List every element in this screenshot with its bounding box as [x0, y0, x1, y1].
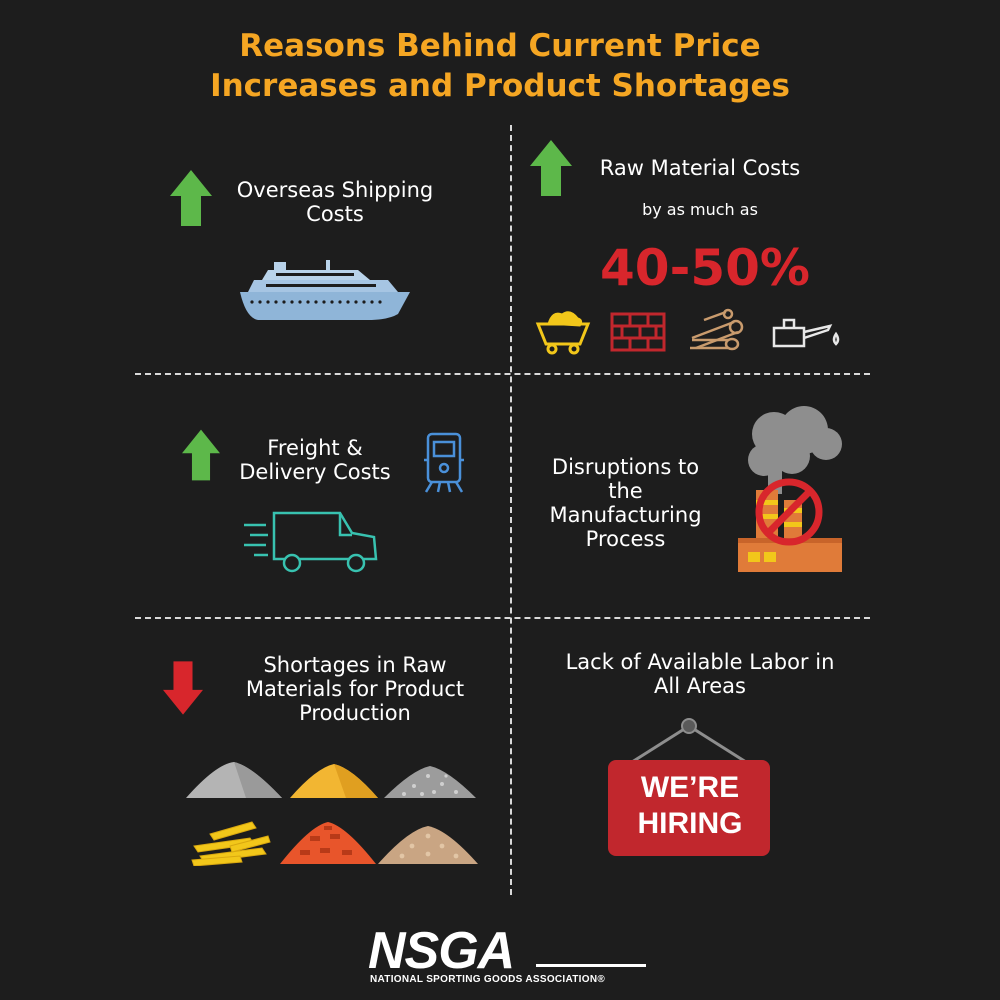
- factory-disrupted-icon: [738, 406, 842, 572]
- sand-pile-icon: [290, 764, 378, 798]
- arrow-up-icon: [170, 170, 212, 226]
- logs-icon: [690, 308, 744, 351]
- lumber-pile-icon: [191, 821, 271, 866]
- title-line-2: Increases and Product Shortages: [210, 68, 790, 104]
- shipping-label: Overseas Shipping Costs: [236, 178, 434, 226]
- nsga-logo: NSGA: [368, 922, 515, 980]
- labor-label: Lack of Available Labor in All Areas: [565, 650, 835, 698]
- arrow-down-icon: [163, 661, 203, 715]
- brick-wall-icon: [610, 312, 666, 352]
- arrow-up-icon: [530, 140, 572, 196]
- mine-cart-icon: [535, 311, 591, 355]
- title-line-1: Reasons Behind Current Price: [239, 28, 761, 64]
- logo-underline: [536, 964, 646, 967]
- train-icon: [424, 432, 464, 493]
- arrow-up-icon: [182, 429, 220, 481]
- hiring-sign-text: WE’RE HIRING: [637, 771, 743, 840]
- cruise-ship-icon: [240, 260, 410, 320]
- raw-costs-sub: by as much as: [642, 200, 758, 219]
- freight-label: Freight & Delivery Costs: [239, 436, 391, 484]
- raw-costs-heading: Raw Material Costs: [599, 156, 801, 180]
- horizontal-divider-1: [135, 373, 870, 375]
- pebble-pile-icon: [378, 826, 478, 864]
- gravel-pile-icon: [384, 766, 476, 798]
- shortages-label: Shortages in Raw Materials for Product P…: [245, 653, 465, 725]
- cement-pile-icon: [186, 762, 282, 798]
- delivery-van-icon: [244, 511, 378, 573]
- oil-can-icon: [772, 318, 840, 348]
- page-title: Reasons Behind Current Price Increases a…: [0, 26, 1000, 106]
- horizontal-divider-2: [135, 617, 870, 619]
- manufacturing-label: Disruptions to the Manufacturing Process: [549, 455, 702, 551]
- raw-costs-percent: 40-50%: [599, 239, 810, 297]
- brick-pile-icon: [280, 822, 376, 864]
- nsga-logo-sub: NATIONAL SPORTING GOODS ASSOCIATION®: [370, 974, 606, 985]
- hiring-sign-icon: [608, 718, 770, 856]
- vertical-divider: [510, 125, 512, 895]
